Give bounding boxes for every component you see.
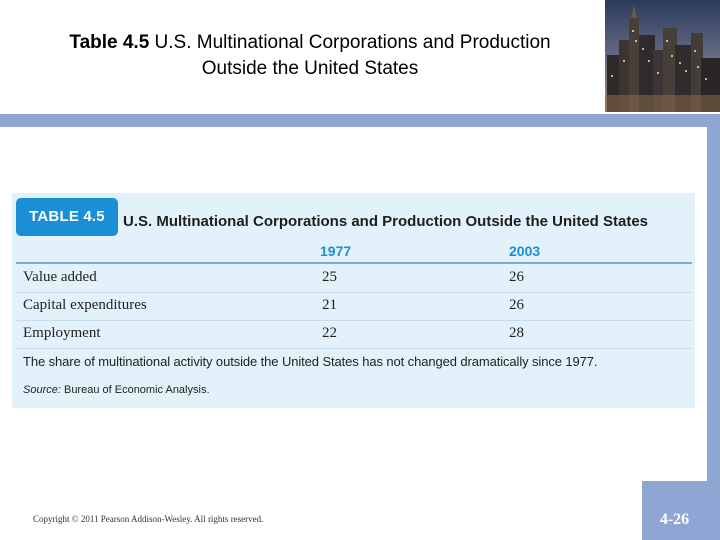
- cell-value-added-1977: 25: [322, 269, 337, 285]
- header-band: [0, 114, 720, 127]
- right-side-bar: [707, 127, 720, 540]
- row-divider: [16, 292, 692, 293]
- cell-value-added-2003: 26: [509, 269, 524, 285]
- table-heading: U.S. Multinational Corporations and Prod…: [123, 213, 649, 230]
- row-label-employment: Employment: [23, 325, 101, 341]
- header-divider: [16, 262, 692, 264]
- copyright-notice: Copyright © 2011 Pearson Addison-Wesley.…: [33, 514, 264, 524]
- slide-title-line2: Outside the United States: [201, 58, 419, 79]
- source-label: Source:: [23, 384, 61, 396]
- slide-title-bold: Table 4.5: [69, 32, 150, 53]
- table-note: The share of multinational activity outs…: [23, 354, 598, 369]
- slide-title-line1: Table 4.5 U.S. Multinational Corporation…: [0, 30, 620, 56]
- page-number-box: 4-26: [642, 481, 707, 540]
- row-divider: [16, 348, 692, 349]
- page-number: 4-26: [659, 511, 690, 528]
- column-header-1977: 1977: [320, 243, 352, 259]
- slide-title: Table 4.5 U.S. Multinational Corporation…: [0, 30, 620, 82]
- table-card: TABLE 4.5 U.S. Multinational Corporation…: [12, 193, 695, 408]
- cell-capital-expenditures-1977: 21: [322, 297, 337, 313]
- cell-capital-expenditures-2003: 26: [509, 297, 524, 313]
- cell-employment-1977: 22: [322, 325, 337, 341]
- table-badge: TABLE 4.5: [16, 198, 118, 236]
- table-source: Source: Bureau of Economic Analysis.: [23, 384, 210, 396]
- city-skyline-image: [605, 0, 720, 112]
- row-divider: [16, 320, 692, 321]
- row-label-value-added: Value added: [23, 269, 97, 285]
- slide-title-rest: U.S. Multinational Corporations and Prod…: [149, 32, 551, 53]
- column-header-2003: 2003: [509, 243, 541, 259]
- source-text: Bureau of Economic Analysis.: [60, 384, 210, 396]
- row-label-capital-expenditures: Capital expenditures: [23, 297, 147, 313]
- cell-employment-2003: 28: [509, 325, 524, 341]
